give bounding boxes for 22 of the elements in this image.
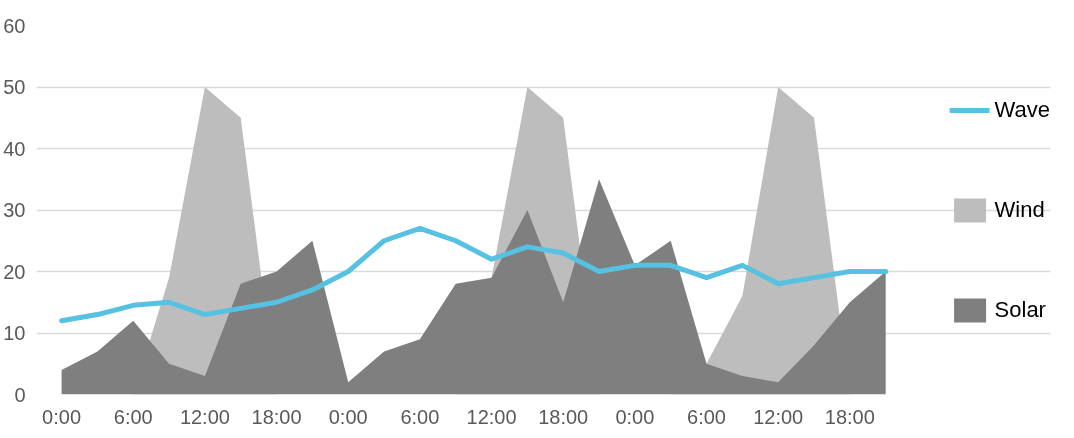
x-tick-label: 6:00 (687, 405, 726, 428)
x-tick-label: 12:00 (753, 405, 804, 428)
x-tick-label: 0:00 (328, 405, 368, 428)
x-tick-label: 12:00 (179, 405, 230, 428)
y-tick-label: 50 (3, 76, 26, 98)
y-tick-label: 30 (3, 199, 26, 221)
legend-label: Solar (994, 296, 1046, 323)
x-tick-label: 6:00 (113, 405, 153, 428)
x-tick-label: 18:00 (538, 405, 589, 428)
y-tick-label: 0 (14, 383, 26, 406)
x-tick-label: 0:00 (42, 405, 82, 428)
y-tick-label: 10 (3, 322, 26, 344)
x-tick-label: 18:00 (824, 405, 875, 428)
legend-label: Wind (994, 196, 1045, 223)
y-tick-label: 40 (3, 137, 26, 160)
x-tick-label: 18:00 (251, 405, 302, 428)
legend-label: Wave (994, 96, 1050, 123)
x-tick-label: 0:00 (615, 405, 655, 428)
y-tick-label: 20 (3, 260, 26, 283)
y-tick-label: 60 (3, 14, 26, 37)
x-tick-label: 12:00 (466, 405, 517, 428)
x-tick-label: 6:00 (400, 405, 440, 428)
